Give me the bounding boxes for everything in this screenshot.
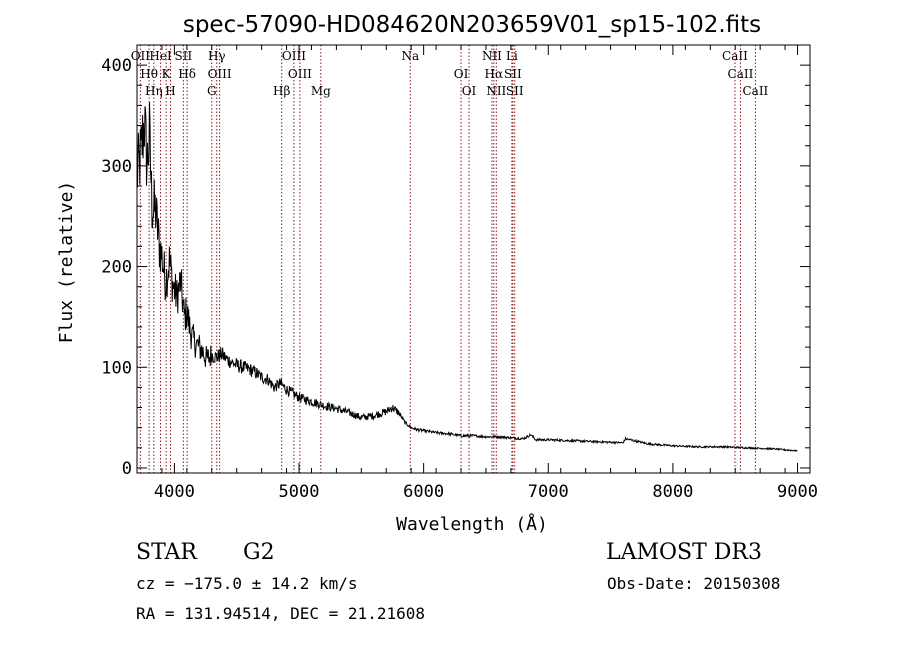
object-subclass: G2 bbox=[243, 540, 275, 565]
spectral-line-label: OII bbox=[131, 49, 151, 63]
spectral-line-label: Na bbox=[401, 49, 419, 63]
spectral-line-label: OIII bbox=[282, 49, 306, 63]
spectral-line-label: Hη bbox=[145, 84, 163, 98]
spectral-line-label: G bbox=[207, 84, 217, 98]
spectral-line-label: CaII bbox=[742, 84, 768, 98]
y-tick-label: 400 bbox=[101, 56, 132, 76]
x-tick-label: 8000 bbox=[652, 482, 693, 502]
spectral-line-label: OIII bbox=[208, 67, 232, 81]
spectral-line-label: Hγ bbox=[208, 49, 226, 63]
spectral-line-label: Hθ bbox=[140, 67, 158, 81]
x-tick-label: 4000 bbox=[154, 482, 195, 502]
spectral-line-label: NII bbox=[486, 84, 506, 98]
plot-frame bbox=[136, 44, 811, 474]
spectral-line-label: Hδ bbox=[178, 67, 196, 81]
spectral-line-label: OI bbox=[454, 67, 469, 81]
y-tick-label: 0 bbox=[122, 459, 132, 479]
spectral-line-label: SII bbox=[504, 67, 522, 81]
x-tick-label: 7000 bbox=[528, 482, 569, 502]
axis-ticks-layer: 4000 5000 6000 7000 8000 9000 0 100 200 300 400 bbox=[101, 45, 818, 502]
chart-title: spec-57090-HD084620N203659V01_sp15-102.f… bbox=[183, 12, 761, 38]
y-axis-label: Flux (relative) bbox=[56, 181, 77, 344]
survey-name: LAMOST DR3 bbox=[606, 540, 762, 565]
x-axis-label: Wavelength (Å) bbox=[396, 513, 548, 535]
spectral-line-label: SII bbox=[506, 84, 524, 98]
coordinates: RA = 131.94514, DEC = 21.21608 bbox=[136, 604, 425, 623]
spectrum-series-line bbox=[136, 102, 798, 452]
redshift-velocity: cz = −175.0 ± 14.2 km/s bbox=[136, 574, 358, 593]
spectral-line-label: Li bbox=[506, 49, 518, 63]
spectral-line-label: OIII bbox=[288, 67, 312, 81]
x-tick-label: 6000 bbox=[403, 482, 444, 502]
spectral-line-label: H bbox=[165, 84, 175, 98]
spectral-line-label: NII bbox=[482, 49, 502, 63]
spectral-line-label: Mg bbox=[311, 84, 331, 98]
spectral-line-label: CaII bbox=[728, 67, 754, 81]
y-tick-label: 200 bbox=[101, 258, 132, 278]
spectral-line-label: CaII bbox=[722, 49, 748, 63]
spectral-line-label: HeI bbox=[149, 49, 172, 63]
object-type: STAR bbox=[136, 540, 197, 565]
spectral-line-label: Hα bbox=[485, 67, 504, 81]
spectral-line-label: SII bbox=[175, 49, 193, 63]
spectral-line-labels-layer: OII Hθ Hη HeI KH SII Hδ G Hγ OIII Hβ OIII OIII Mg Na OI… bbox=[131, 49, 769, 98]
spectral-line-label: K bbox=[162, 67, 172, 81]
spectral-lines-layer bbox=[139, 45, 756, 473]
observation-date: Obs-Date: 20150308 bbox=[607, 574, 781, 593]
y-tick-label: 100 bbox=[101, 358, 132, 378]
spectral-line-label: Hβ bbox=[273, 84, 290, 98]
spectral-line-label: OI bbox=[462, 84, 477, 98]
x-tick-label: 9000 bbox=[777, 482, 818, 502]
x-tick-label: 5000 bbox=[279, 482, 320, 502]
y-tick-label: 300 bbox=[101, 157, 132, 177]
